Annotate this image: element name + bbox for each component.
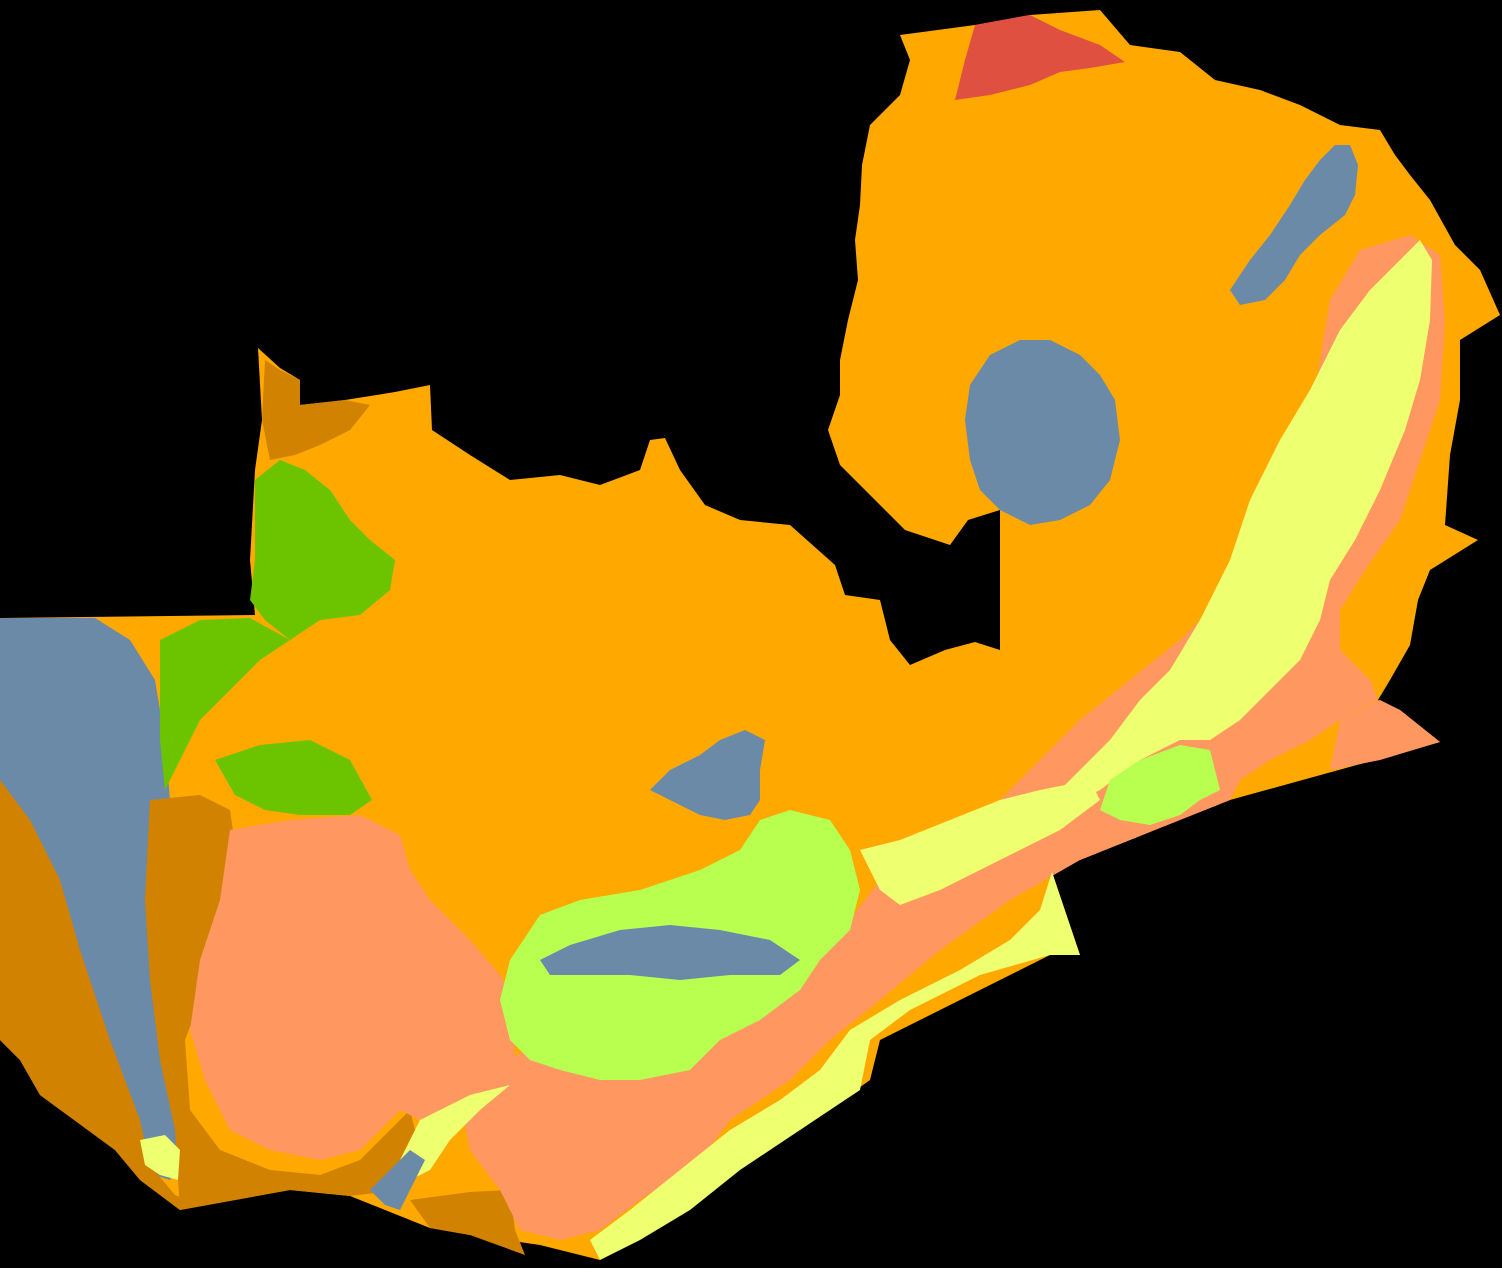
zone-pale-yellow-zambezi xyxy=(590,872,1080,1260)
zone-pale-yellow-luangwa xyxy=(1050,240,1432,810)
zone-pale-yellow-south-strip xyxy=(400,1085,510,1180)
zone-red-north xyxy=(955,15,1125,100)
zone-lime-green-northwest xyxy=(250,460,395,640)
zone-slate-lake-mweru-north xyxy=(1230,145,1358,305)
zone-dark-orange-northwest xyxy=(262,360,370,460)
zone-salmon-southeast xyxy=(1330,700,1440,770)
zone-pale-yellow-patch xyxy=(140,1135,180,1180)
zone-pale-yellow-valley xyxy=(860,780,1100,905)
zone-dark-orange-west xyxy=(0,780,200,1210)
zone-slate-lake-bangweulu xyxy=(965,340,1120,525)
zone-slate-south-strip xyxy=(370,1150,425,1210)
zone-lime-green-west xyxy=(160,618,290,790)
zone-salmon-southwest xyxy=(190,815,520,1160)
zone-dark-orange-south xyxy=(410,1190,525,1255)
zone-light-green-east xyxy=(1100,745,1220,825)
zone-lime-green-central xyxy=(215,740,372,815)
zone-slate-kafue-flats xyxy=(540,925,800,980)
zone-dark-orange-corridor xyxy=(145,795,420,1210)
zone-slate-kafue-flats-north xyxy=(650,730,765,820)
